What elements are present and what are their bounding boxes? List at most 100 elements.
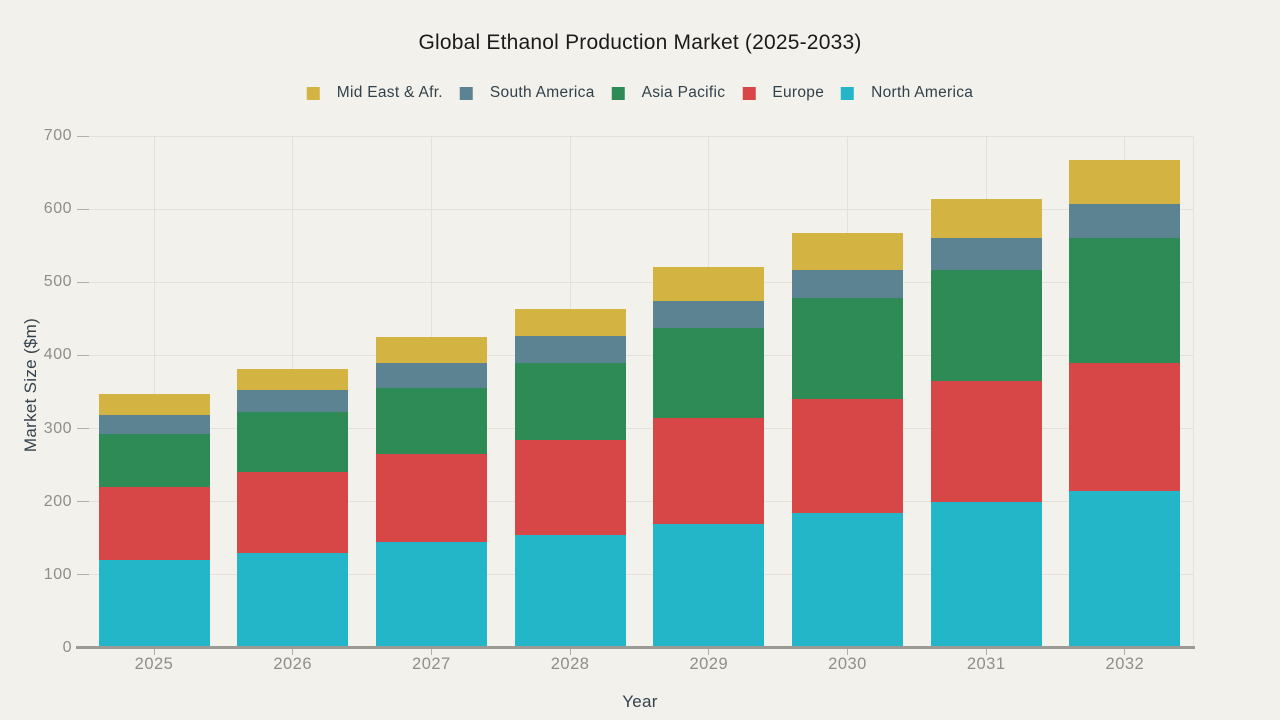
legend-label-asia-pacific: Asia Pacific <box>641 84 726 101</box>
bar-2029-north-america[interactable] <box>653 523 765 648</box>
x-tick-mark-2027 <box>430 649 432 655</box>
bar-2025-north-america[interactable] <box>98 560 210 648</box>
y-gridline-400 <box>88 354 1193 356</box>
bar-2025-south-america[interactable] <box>98 414 210 435</box>
bar-2032-asia-pacific[interactable] <box>1069 238 1181 363</box>
legend-item-north-america[interactable]: North America <box>841 84 973 102</box>
y-tick-mark-700 <box>77 135 89 137</box>
plot-right-gridline <box>1192 136 1194 648</box>
bar-2027-asia-pacific[interactable] <box>375 388 487 455</box>
legend-swatch-europe-icon <box>742 86 756 100</box>
bar-2028-mid-east-afr[interactable] <box>514 308 626 337</box>
legend-label-mid-east-afr: Mid East & Afr. <box>336 84 443 101</box>
bar-2028-south-america[interactable] <box>514 336 626 363</box>
bar-2026-north-america[interactable] <box>237 552 349 648</box>
bar-2025-europe[interactable] <box>98 487 210 561</box>
bar-2027-south-america[interactable] <box>375 362 487 389</box>
y-tick-label-100: 100 <box>43 565 72 583</box>
y-tick-label-700: 700 <box>43 127 72 144</box>
x-tick-label-2030: 2030 <box>828 655 867 673</box>
bar-2029-europe[interactable] <box>653 417 765 524</box>
bar-2028-asia-pacific[interactable] <box>514 362 626 440</box>
bar-2031-europe[interactable] <box>930 381 1042 502</box>
x-tick-label-2032: 2032 <box>1105 655 1145 673</box>
chart-title: Global Ethanol Production Market (2025-2… <box>418 31 862 54</box>
legend-label-europe: Europe <box>772 84 825 101</box>
bar-2028-north-america[interactable] <box>514 534 626 648</box>
bar-2031-mid-east-afr[interactable] <box>930 198 1042 238</box>
bar-2029-asia-pacific[interactable] <box>653 328 765 418</box>
y-gridline-600 <box>88 208 1193 210</box>
bar-2032-mid-east-afr[interactable] <box>1069 160 1181 204</box>
x-tick-mark-2030 <box>847 649 848 655</box>
bar-2030-asia-pacific[interactable] <box>792 298 903 400</box>
x-axis-line <box>76 646 1195 649</box>
chart-legend: Mid East & Afr. South America Asia Pacific… <box>306 84 973 102</box>
bar-2032-europe[interactable] <box>1069 362 1181 491</box>
y-gridline-200 <box>88 501 1193 503</box>
bar-2027-europe[interactable] <box>375 454 487 542</box>
x-tick-mark-2031 <box>985 649 987 655</box>
bar-2031-south-america[interactable] <box>930 237 1042 270</box>
bar-2030-europe[interactable] <box>792 399 903 513</box>
legend-item-mid-east-afr[interactable]: Mid East & Afr. <box>306 84 443 102</box>
y-tick-label-500: 500 <box>43 273 72 291</box>
y-gridline-700 <box>88 135 1193 137</box>
bar-2025-asia-pacific[interactable] <box>98 434 210 488</box>
x-tick-mark-2026 <box>292 649 294 655</box>
bar-2025-mid-east-afr[interactable] <box>98 394 210 415</box>
y-gridline-100 <box>88 574 1193 576</box>
x-tick-label-2027: 2027 <box>412 655 451 673</box>
y-axis-title: Market Size ($m) <box>21 317 40 453</box>
bar-2032-north-america[interactable] <box>1069 490 1181 648</box>
y-tick-mark-300 <box>77 428 89 430</box>
legend-swatch-south-america-icon <box>459 86 473 100</box>
bar-2031-asia-pacific[interactable] <box>930 269 1042 382</box>
bar-2029-mid-east-afr[interactable] <box>653 266 765 301</box>
x-tick-label-2026: 2026 <box>273 655 313 673</box>
legend-label-south-america: South America <box>489 84 595 101</box>
x-tick-label-2028: 2028 <box>550 655 590 673</box>
bar-2026-europe[interactable] <box>237 472 349 553</box>
bar-2026-asia-pacific[interactable] <box>237 412 349 473</box>
x-tick-label-2025: 2025 <box>134 655 174 673</box>
x-axis-title: Year <box>622 692 658 711</box>
x-tick-mark-2028 <box>569 649 571 655</box>
y-tick-label-400: 400 <box>43 346 72 364</box>
bar-2029-south-america[interactable] <box>653 300 765 329</box>
x-tick-mark-2025 <box>153 649 155 655</box>
legend-swatch-mid-east-afr-icon <box>306 86 320 100</box>
legend-label-north-america: North America <box>871 84 974 101</box>
y-tick-mark-600 <box>77 208 89 210</box>
y-tick-label-300: 300 <box>43 419 72 437</box>
bar-2027-north-america[interactable] <box>375 541 487 648</box>
y-tick-label-0: 0 <box>62 639 72 656</box>
legend-item-europe[interactable]: Europe <box>742 84 824 102</box>
legend-item-south-america[interactable]: South America <box>459 84 595 102</box>
x-tick-mark-2029 <box>708 649 710 655</box>
y-tick-mark-400 <box>77 354 89 356</box>
legend-swatch-asia-pacific-icon <box>611 86 625 100</box>
bar-2026-mid-east-afr[interactable] <box>237 368 349 390</box>
y-tick-label-600: 600 <box>43 200 72 218</box>
y-tick-mark-200 <box>77 501 89 503</box>
y-tick-mark-100 <box>77 574 89 576</box>
bar-2030-north-america[interactable] <box>792 512 903 648</box>
bar-2030-mid-east-afr[interactable] <box>792 232 903 270</box>
y-gridline-300 <box>88 428 1193 430</box>
y-gridline-500 <box>88 281 1193 283</box>
bar-2028-europe[interactable] <box>514 439 626 535</box>
x-gridline-2025 <box>153 136 155 648</box>
x-tick-label-2029: 2029 <box>689 655 729 673</box>
legend-item-asia-pacific[interactable]: Asia Pacific <box>611 84 726 102</box>
bar-2027-mid-east-afr[interactable] <box>375 337 487 363</box>
legend-swatch-north-america-icon <box>841 86 855 100</box>
bar-2032-south-america[interactable] <box>1069 204 1181 239</box>
x-tick-mark-2032 <box>1124 649 1126 655</box>
bar-2031-north-america[interactable] <box>930 501 1042 648</box>
y-tick-label-200: 200 <box>43 492 72 510</box>
y-tick-mark-500 <box>77 281 89 283</box>
bar-2030-south-america[interactable] <box>792 269 903 299</box>
bar-2026-south-america[interactable] <box>237 389 349 413</box>
